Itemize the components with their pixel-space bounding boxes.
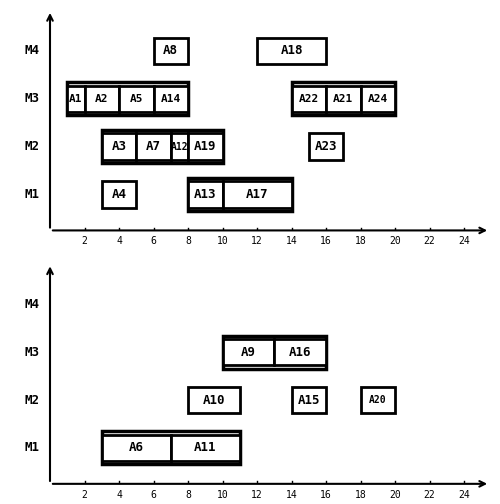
Text: A8: A8 xyxy=(164,44,178,57)
Bar xyxy=(102,181,136,208)
Text: M2: M2 xyxy=(24,394,40,407)
Bar xyxy=(102,130,222,163)
Text: A18: A18 xyxy=(280,44,303,57)
Text: A13: A13 xyxy=(194,188,216,201)
Bar xyxy=(188,387,240,413)
Bar xyxy=(188,178,292,211)
Bar xyxy=(222,181,292,208)
Text: A17: A17 xyxy=(246,188,268,201)
Text: 18: 18 xyxy=(354,236,366,246)
Text: A14: A14 xyxy=(160,94,181,104)
Text: M4: M4 xyxy=(24,44,40,57)
Text: 22: 22 xyxy=(424,489,436,499)
Text: A15: A15 xyxy=(298,394,320,407)
Text: 2: 2 xyxy=(82,489,87,499)
Bar xyxy=(188,134,222,160)
Bar xyxy=(292,387,326,413)
Bar xyxy=(309,134,344,160)
Bar xyxy=(222,336,326,368)
Text: M3: M3 xyxy=(24,92,40,105)
Bar xyxy=(292,86,326,112)
Text: A9: A9 xyxy=(241,346,256,359)
Text: 2: 2 xyxy=(82,236,87,246)
Bar xyxy=(102,431,240,465)
Text: 6: 6 xyxy=(150,236,156,246)
Text: A20: A20 xyxy=(369,395,386,405)
Text: M2: M2 xyxy=(24,140,40,153)
Text: 14: 14 xyxy=(286,236,298,246)
Text: 24: 24 xyxy=(458,236,470,246)
Text: M1: M1 xyxy=(24,442,40,455)
Bar xyxy=(154,86,188,112)
Bar xyxy=(68,86,84,112)
Bar xyxy=(360,387,395,413)
Bar xyxy=(68,82,188,115)
Text: 8: 8 xyxy=(185,236,191,246)
Text: A23: A23 xyxy=(315,140,338,153)
Bar xyxy=(102,134,136,160)
Text: M1: M1 xyxy=(24,188,40,201)
Text: A5: A5 xyxy=(130,94,143,104)
Text: 12: 12 xyxy=(251,236,263,246)
Text: A2: A2 xyxy=(95,94,108,104)
Text: A7: A7 xyxy=(146,140,161,153)
Bar xyxy=(326,86,360,112)
Bar xyxy=(136,134,171,160)
Text: A6: A6 xyxy=(129,442,144,455)
Text: A24: A24 xyxy=(368,94,388,104)
Bar xyxy=(292,82,395,115)
Bar xyxy=(171,134,188,160)
Text: 6: 6 xyxy=(150,489,156,499)
Bar xyxy=(257,38,326,64)
Text: A16: A16 xyxy=(289,346,312,359)
Text: 18: 18 xyxy=(354,489,366,499)
Text: A12: A12 xyxy=(170,142,188,152)
Bar xyxy=(171,435,240,461)
Text: 4: 4 xyxy=(116,489,122,499)
Text: A10: A10 xyxy=(202,394,225,407)
Text: M3: M3 xyxy=(24,346,40,359)
Bar xyxy=(360,86,395,112)
Text: A19: A19 xyxy=(194,140,216,153)
Bar xyxy=(154,38,188,64)
Text: 10: 10 xyxy=(216,236,228,246)
Bar xyxy=(84,86,119,112)
Text: M4: M4 xyxy=(24,298,40,310)
Bar xyxy=(102,435,171,461)
Text: 14: 14 xyxy=(286,489,298,499)
Bar xyxy=(274,339,326,365)
Text: A4: A4 xyxy=(112,188,126,201)
Bar xyxy=(119,86,154,112)
Bar xyxy=(188,181,222,208)
Text: A22: A22 xyxy=(298,94,319,104)
Text: 12: 12 xyxy=(251,489,263,499)
Text: 20: 20 xyxy=(389,236,401,246)
Text: 16: 16 xyxy=(320,236,332,246)
Text: 24: 24 xyxy=(458,489,470,499)
Text: 20: 20 xyxy=(389,489,401,499)
Text: 8: 8 xyxy=(185,489,191,499)
Text: 10: 10 xyxy=(216,489,228,499)
Text: 16: 16 xyxy=(320,489,332,499)
Bar xyxy=(222,339,274,365)
Text: A21: A21 xyxy=(333,94,353,104)
Text: 4: 4 xyxy=(116,236,122,246)
Text: A1: A1 xyxy=(69,94,82,104)
Text: 22: 22 xyxy=(424,236,436,246)
Text: A11: A11 xyxy=(194,442,216,455)
Text: A3: A3 xyxy=(112,140,126,153)
